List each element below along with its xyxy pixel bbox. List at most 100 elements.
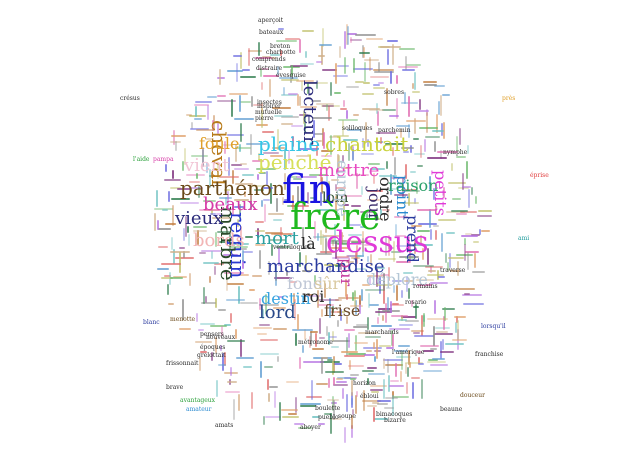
texture-mark (210, 251, 213, 260)
texture-mark (423, 81, 438, 84)
texture-mark (329, 135, 332, 155)
texture-mark (379, 175, 398, 178)
texture-mark (260, 102, 263, 113)
texture-mark (330, 310, 342, 313)
texture-mark (165, 164, 168, 173)
texture-mark (372, 401, 380, 404)
texture-mark (247, 47, 250, 66)
texture-mark (278, 247, 281, 267)
word-inspirer: inspirer (257, 103, 281, 110)
texture-mark (321, 154, 333, 157)
texture-mark (239, 301, 258, 304)
texture-mark (362, 283, 371, 286)
texture-mark (350, 373, 360, 376)
texture-mark (328, 106, 330, 122)
texture-mark (346, 110, 349, 120)
texture-mark (395, 97, 398, 119)
texture-mark (313, 132, 323, 135)
texture-mark (153, 213, 156, 232)
word-marchands: marchands (365, 329, 399, 336)
texture-mark (215, 232, 218, 248)
texture-mark (227, 380, 237, 383)
texture-mark (241, 259, 244, 269)
texture-mark (339, 46, 342, 59)
texture-mark (460, 211, 478, 214)
texture-mark (237, 218, 240, 227)
texture-mark (237, 247, 248, 250)
texture-mark (242, 366, 252, 368)
texture-mark (161, 208, 168, 211)
texture-mark (248, 184, 265, 187)
word-beaune: beaune (440, 406, 463, 413)
texture-mark (379, 45, 401, 48)
texture-mark (253, 189, 264, 192)
texture-mark (341, 119, 344, 136)
texture-mark (349, 377, 356, 380)
texture-mark (278, 77, 298, 80)
texture-mark (370, 218, 384, 221)
texture-mark (422, 349, 434, 352)
texture-mark (427, 359, 438, 362)
texture-mark (396, 74, 399, 84)
texture-mark (283, 199, 290, 202)
texture-mark (260, 200, 263, 208)
texture-mark (197, 186, 200, 199)
texture-mark (334, 91, 342, 94)
texture-mark (330, 178, 339, 181)
texture-mark (280, 226, 283, 240)
texture-mark (334, 264, 341, 267)
texture-mark (179, 251, 182, 273)
texture-mark (363, 59, 379, 62)
word-marchandise: marchandise (267, 256, 385, 277)
texture-mark (446, 261, 449, 271)
texture-mark (402, 188, 417, 191)
texture-mark (351, 414, 354, 429)
texture-mark (343, 354, 365, 357)
texture-mark (311, 116, 332, 119)
texture-mark (230, 164, 242, 166)
texture-mark (226, 283, 244, 286)
texture-mark (364, 244, 374, 247)
word-charbotte: charbotte (266, 49, 296, 56)
texture-mark (440, 123, 443, 137)
texture-mark (464, 238, 467, 245)
texture-mark (361, 107, 380, 110)
texture-mark (375, 140, 383, 143)
texture-mark (447, 256, 464, 259)
texture-mark (324, 222, 327, 234)
texture-mark (256, 228, 259, 238)
texture-mark (251, 96, 253, 108)
word-deplore: déplore (366, 270, 428, 289)
texture-mark (276, 356, 279, 363)
texture-mark (211, 209, 214, 216)
texture-mark (319, 172, 322, 183)
texture-mark (335, 195, 338, 216)
texture-mark (337, 297, 359, 300)
texture-mark (359, 299, 362, 314)
texture-mark (474, 195, 477, 204)
texture-mark (233, 199, 249, 202)
texture-mark (385, 143, 405, 146)
texture-mark (439, 341, 442, 359)
texture-mark (455, 156, 466, 159)
texture-mark (302, 29, 315, 32)
texture-mark (252, 274, 263, 277)
word-horizon: horizon (353, 380, 376, 387)
texture-mark (315, 139, 322, 142)
texture-mark (302, 345, 304, 354)
texture-mark (282, 415, 299, 418)
texture-mark (320, 105, 340, 108)
texture-mark (370, 167, 386, 170)
texture-mark (429, 208, 432, 228)
texture-mark (388, 235, 391, 256)
word-comprends: comprends (252, 56, 286, 63)
texture-mark (232, 54, 242, 57)
texture-mark (477, 209, 492, 212)
texture-mark (217, 95, 227, 98)
texture-mark (326, 398, 339, 401)
texture-mark (312, 119, 315, 138)
texture-mark (201, 301, 216, 304)
texture-mark (419, 235, 422, 246)
texture-mark (260, 360, 263, 378)
word-soliloques: soliloques (342, 125, 373, 132)
